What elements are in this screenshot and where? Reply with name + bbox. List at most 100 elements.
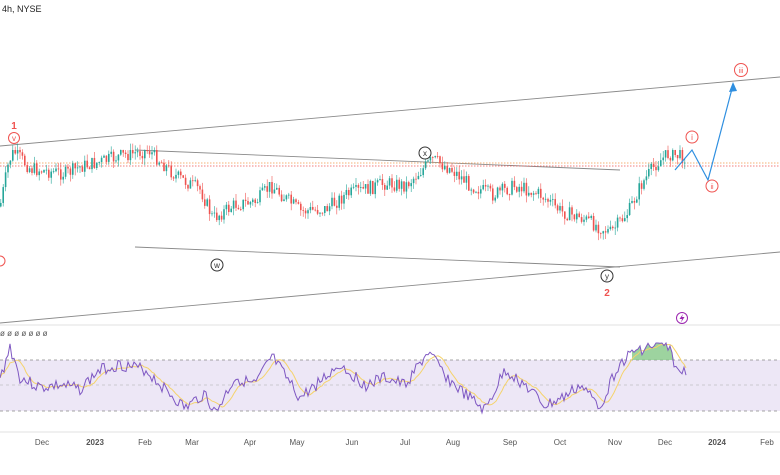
candle xyxy=(276,187,278,190)
wave-label-2: 2 xyxy=(604,288,610,299)
candle xyxy=(244,199,247,201)
candle xyxy=(667,150,669,159)
candle xyxy=(439,156,441,164)
candle xyxy=(62,176,64,180)
candle xyxy=(540,188,542,198)
candle xyxy=(381,179,384,185)
candle xyxy=(129,150,132,161)
candle xyxy=(283,199,285,202)
candle xyxy=(112,151,115,162)
candle xyxy=(7,164,9,173)
candle xyxy=(585,216,588,220)
candle xyxy=(489,185,492,189)
candle xyxy=(580,217,583,222)
candle xyxy=(578,213,580,218)
candle xyxy=(144,150,146,159)
candle xyxy=(496,187,499,198)
candle xyxy=(357,184,360,188)
candle xyxy=(14,150,16,154)
candle xyxy=(422,168,424,176)
candle xyxy=(441,163,444,170)
candle xyxy=(523,182,525,192)
candle xyxy=(177,171,180,175)
candle xyxy=(208,199,211,215)
candle xyxy=(134,152,136,154)
candle xyxy=(201,189,204,200)
candle xyxy=(657,166,660,171)
candle xyxy=(136,151,139,153)
candle xyxy=(446,165,448,173)
wave-label-x-text: x xyxy=(423,149,427,158)
candle xyxy=(480,189,482,194)
candle xyxy=(636,199,638,203)
candle xyxy=(288,194,290,196)
candle xyxy=(386,185,388,190)
candle xyxy=(405,182,408,192)
candle xyxy=(384,184,386,190)
candle xyxy=(388,178,391,186)
candle xyxy=(362,186,364,189)
candle xyxy=(237,207,240,210)
candle xyxy=(595,224,597,231)
candle xyxy=(4,172,7,188)
candle xyxy=(254,199,256,203)
candle xyxy=(460,176,463,180)
projection-path xyxy=(674,84,734,182)
candle xyxy=(86,160,88,168)
candle xyxy=(554,199,556,206)
candle xyxy=(684,162,686,164)
lightning-icon[interactable] xyxy=(676,312,688,324)
candle xyxy=(602,231,604,234)
candle xyxy=(139,151,141,156)
candle xyxy=(141,155,144,159)
candle xyxy=(393,187,396,191)
candle xyxy=(16,150,19,154)
candle xyxy=(28,168,31,173)
candle xyxy=(33,163,36,173)
x-tick-label: May xyxy=(289,438,304,447)
x-tick-label: Mar xyxy=(185,438,199,447)
candle xyxy=(331,197,333,207)
candle xyxy=(631,201,633,203)
candle xyxy=(302,210,304,211)
candle xyxy=(547,198,549,202)
candle xyxy=(530,192,532,195)
candle xyxy=(432,157,434,158)
candle xyxy=(506,187,508,195)
candle xyxy=(650,163,652,169)
candle xyxy=(206,199,208,206)
candle xyxy=(566,218,568,221)
candle xyxy=(249,202,252,205)
candle xyxy=(614,227,616,229)
candle xyxy=(626,215,628,219)
candle xyxy=(573,214,576,220)
lower-channel-line xyxy=(0,251,780,324)
candle xyxy=(312,206,314,210)
candle xyxy=(146,150,148,152)
wave-label-iii: iii xyxy=(734,63,748,77)
candle xyxy=(628,202,631,216)
candle xyxy=(273,189,276,194)
candle xyxy=(676,155,679,159)
candle xyxy=(576,213,578,220)
candle xyxy=(120,150,122,155)
candle xyxy=(436,156,439,157)
candle xyxy=(516,187,518,192)
candle xyxy=(417,175,420,180)
candle xyxy=(40,171,43,173)
candle xyxy=(132,150,134,154)
candle xyxy=(324,206,326,213)
candle xyxy=(616,217,619,228)
candle xyxy=(415,178,417,180)
candle xyxy=(76,167,79,169)
candle xyxy=(376,180,379,183)
candle xyxy=(228,204,230,213)
candle xyxy=(187,184,189,189)
candle xyxy=(379,179,381,181)
candle xyxy=(391,178,393,188)
candle xyxy=(74,163,76,169)
candle xyxy=(456,171,458,176)
candle xyxy=(268,182,271,192)
candle xyxy=(199,186,201,190)
candle xyxy=(225,204,228,210)
